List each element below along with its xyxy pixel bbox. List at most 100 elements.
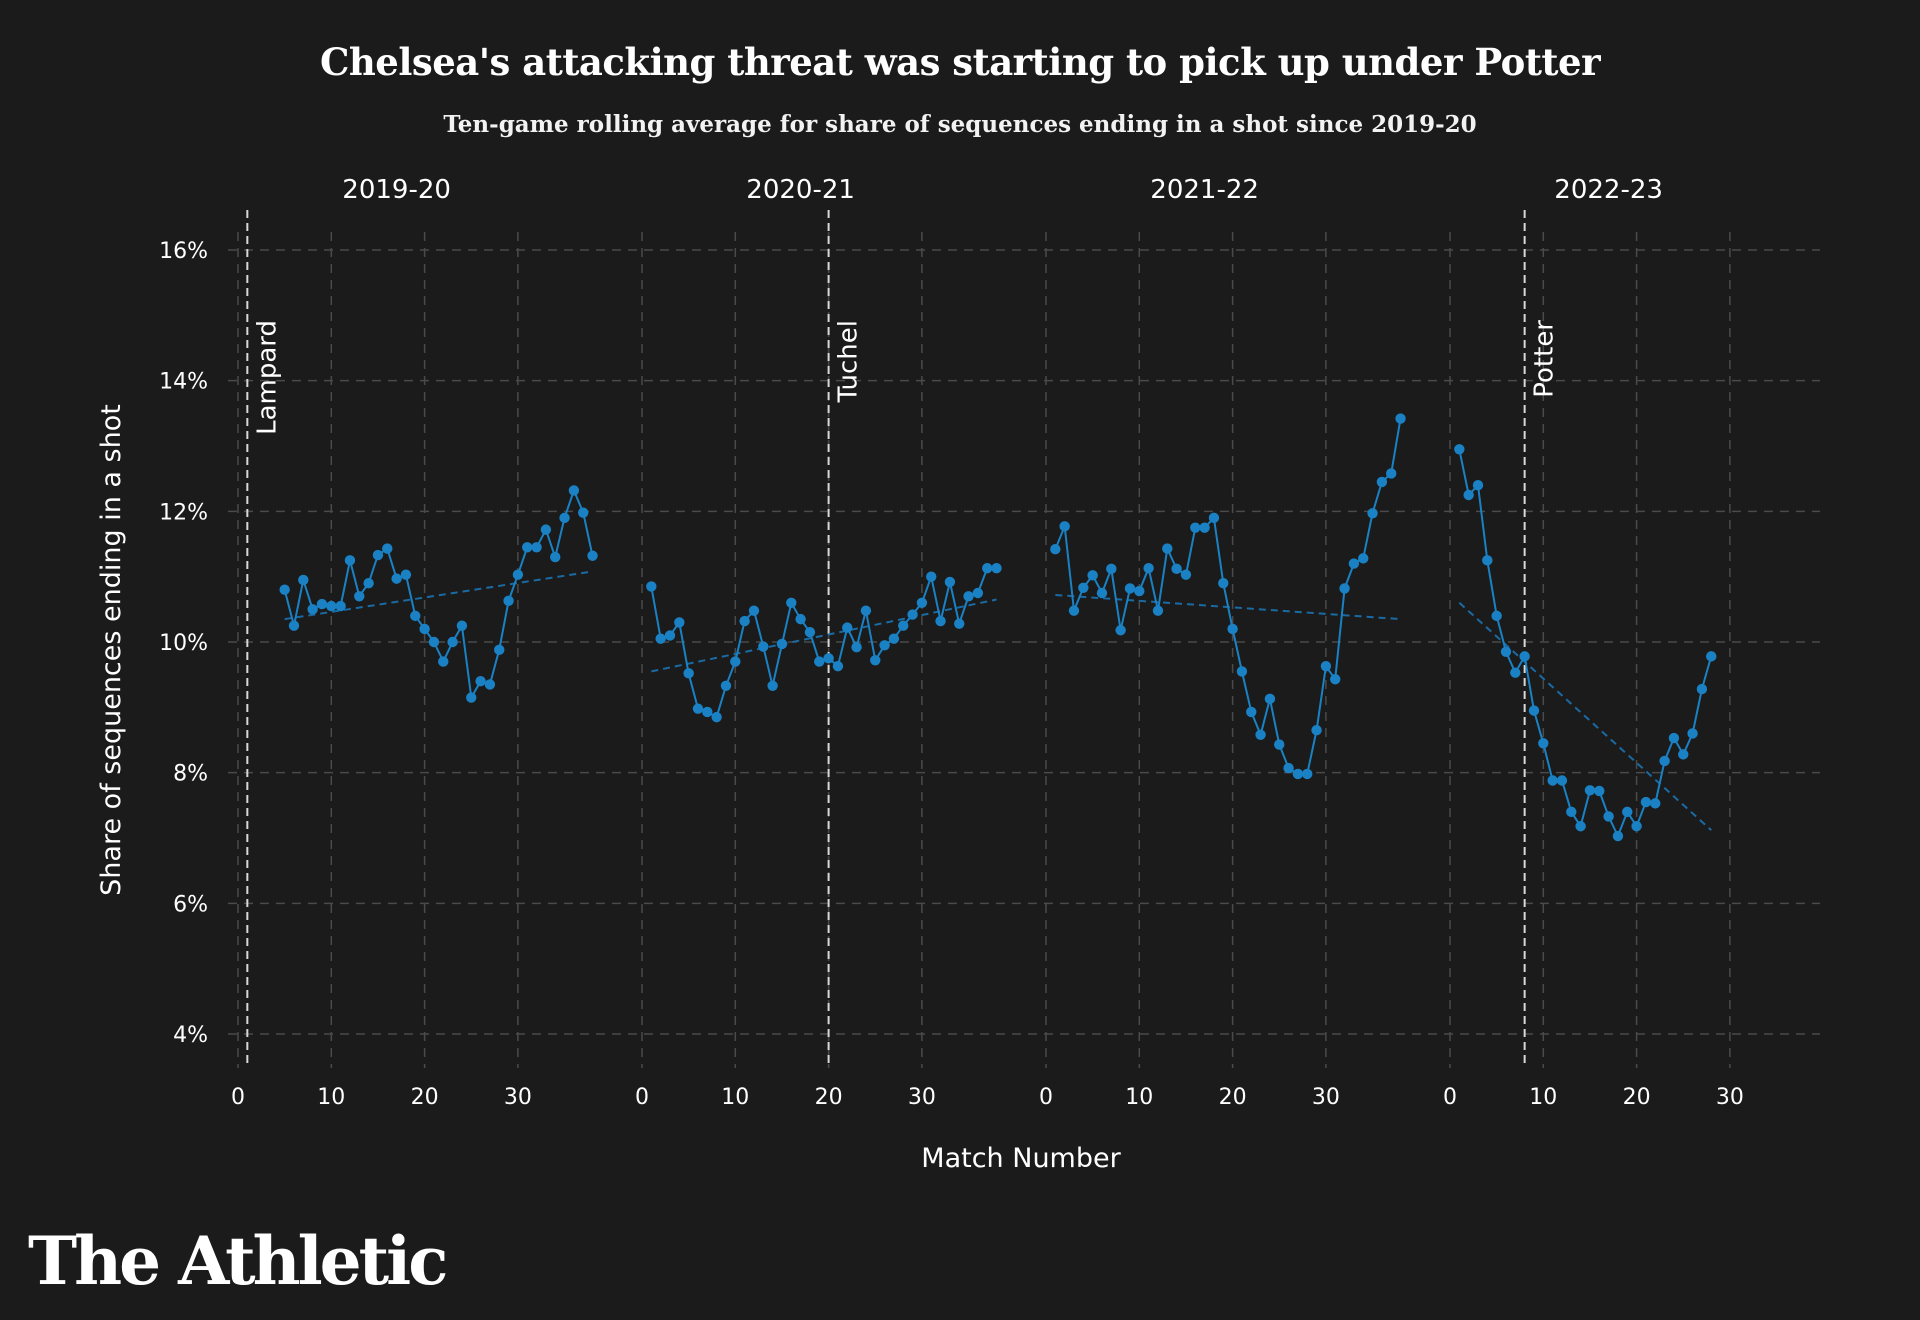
data-point	[316, 598, 328, 610]
data-point	[767, 680, 778, 691]
data-point	[307, 604, 318, 615]
data-point	[1050, 544, 1061, 555]
data-point	[1556, 775, 1568, 786]
season-title: 2019-20	[342, 175, 451, 205]
data-point	[1367, 508, 1378, 519]
data-point	[1454, 444, 1465, 455]
data-point	[991, 562, 1002, 574]
data-point	[879, 640, 890, 651]
data-point	[1376, 476, 1388, 488]
data-point	[972, 587, 984, 599]
data-point	[382, 543, 393, 554]
data-point	[1640, 796, 1652, 808]
data-point	[758, 641, 769, 652]
data-point	[1068, 605, 1080, 616]
data-point	[1059, 521, 1070, 532]
data-point	[1706, 651, 1717, 662]
data-point	[1659, 755, 1670, 767]
data-point	[1180, 569, 1192, 580]
data-point	[550, 551, 561, 563]
x-tick-label: 10	[721, 1085, 749, 1110]
data-point	[400, 569, 412, 580]
data-point	[466, 692, 477, 703]
data-point	[1199, 522, 1210, 533]
data-point	[1227, 623, 1238, 635]
data-point	[926, 571, 937, 582]
chart-title: Chelsea's attacking threat was starting …	[319, 40, 1601, 84]
data-point	[1124, 583, 1136, 594]
data-point	[344, 555, 356, 566]
y-tick-label: 6%	[173, 892, 208, 917]
data-point	[739, 615, 750, 627]
brand-logo: The Athletic	[28, 1222, 448, 1300]
trend-line	[284, 570, 593, 621]
data-point	[916, 597, 928, 608]
data-point	[1246, 706, 1257, 718]
manager-label: Tuchel	[834, 320, 864, 403]
data-point	[522, 542, 533, 553]
data-point	[1255, 729, 1266, 740]
data-point	[851, 642, 862, 653]
data-point	[832, 660, 844, 672]
data-point	[1134, 585, 1145, 597]
data-point	[475, 676, 486, 687]
data-point	[907, 609, 918, 620]
data-point	[354, 591, 365, 602]
data-point	[786, 597, 797, 608]
x-axis-label: Match Number	[921, 1143, 1121, 1174]
data-point	[730, 656, 741, 667]
data-point	[674, 617, 685, 628]
x-tick-label: 0	[231, 1085, 245, 1110]
data-point	[1386, 468, 1397, 479]
data-point	[860, 605, 872, 616]
data-point	[655, 633, 666, 644]
data-point	[664, 630, 676, 641]
data-point	[795, 613, 806, 625]
data-point	[540, 524, 552, 535]
data-point	[1208, 512, 1220, 524]
x-tick-label: 0	[1039, 1085, 1053, 1110]
data-point	[720, 680, 732, 691]
data-point	[1078, 582, 1089, 593]
data-point	[438, 656, 449, 667]
data-point	[531, 542, 542, 553]
data-point	[1162, 543, 1173, 554]
data-point	[363, 578, 374, 589]
data-point	[1283, 762, 1294, 774]
trend-line	[1458, 602, 1712, 831]
data-point	[1152, 605, 1164, 616]
data-point	[419, 623, 430, 635]
data-point	[1302, 768, 1313, 780]
y-tick-label: 16%	[159, 239, 208, 264]
data-point	[1463, 489, 1474, 501]
data-point	[646, 581, 657, 592]
x-tick-label: 30	[1716, 1085, 1744, 1110]
chart-subtitle: Ten-game rolling average for share of se…	[443, 111, 1477, 138]
data-point	[1190, 522, 1201, 533]
data-point	[1631, 821, 1642, 832]
data-point	[954, 618, 965, 629]
data-point	[1575, 821, 1586, 832]
y-axis-label: Share of sequences ending in a shot	[96, 404, 127, 896]
data-point	[1622, 806, 1633, 818]
data-point	[428, 636, 440, 648]
data-point	[1528, 705, 1540, 716]
data-point	[776, 638, 788, 650]
data-point	[823, 653, 834, 664]
data-point	[1143, 562, 1154, 574]
data-point	[587, 550, 598, 561]
data-point	[944, 576, 956, 588]
data-point	[484, 679, 496, 690]
data-point	[494, 644, 505, 656]
data-point	[1106, 563, 1117, 575]
data-point	[1650, 798, 1661, 809]
data-point	[1087, 570, 1098, 581]
data-point	[1519, 651, 1530, 662]
data-point	[372, 549, 384, 561]
y-tick-label: 10%	[159, 631, 208, 656]
data-point	[898, 620, 909, 631]
data-point	[288, 620, 300, 631]
data-point	[1547, 775, 1558, 786]
x-tick-label: 0	[635, 1085, 649, 1110]
